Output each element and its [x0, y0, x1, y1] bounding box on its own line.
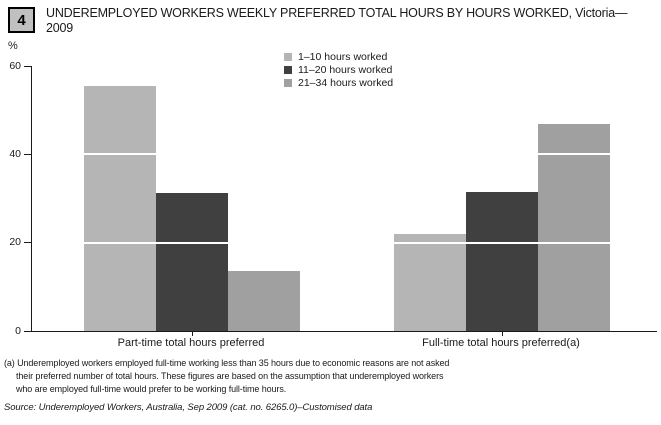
legend-swatch — [284, 65, 292, 74]
legend-label: 1–10 hours worked — [298, 50, 388, 63]
legend-swatch — [284, 78, 292, 87]
footnote-line: their preferred number of total hours. T… — [16, 371, 444, 381]
figure-number-badge: 4 — [8, 7, 35, 33]
bar-group1-series3 — [228, 270, 300, 331]
y-tick — [24, 65, 31, 67]
plot-area: 0 20 40 60 — [9, 60, 655, 337]
legend-item: 1–10 hours worked — [284, 50, 393, 63]
bar-group1-series1 — [84, 85, 156, 331]
figure-number: 4 — [17, 11, 26, 29]
category-label-part-time: Part-time total hours preferred — [117, 337, 265, 349]
gridline-20 — [32, 241, 655, 244]
footnote-line: who are employed full-time would prefer … — [16, 384, 287, 394]
chart-title-line2: 2009 — [46, 21, 74, 35]
x-tick — [191, 331, 193, 336]
chart-title: UNDEREMPLOYED WORKERS WEEKLY PREFERRED T… — [46, 6, 654, 36]
y-tick — [24, 330, 31, 332]
bar-group1-series2 — [156, 192, 228, 331]
x-axis-line — [28, 331, 657, 332]
bar-group2-series3 — [538, 124, 610, 331]
legend-swatch — [284, 52, 292, 61]
legend: 1–10 hours worked 11–20 hours worked 21–… — [284, 50, 393, 89]
y-tick — [24, 153, 31, 155]
legend-label: 21–34 hours worked — [298, 76, 394, 89]
footnote-line: (a) Underemployed workers employed full-… — [4, 358, 450, 368]
y-tick-label: 20 — [9, 236, 21, 249]
category-label-full-time: Full-time total hours preferred(a) — [422, 337, 580, 349]
bar-group2-series2 — [466, 191, 538, 331]
x-tick — [501, 331, 503, 336]
y-tick-label: 40 — [9, 147, 21, 160]
chart-title-line1: UNDEREMPLOYED WORKERS WEEKLY PREFERRED T… — [46, 6, 628, 20]
bar-group2-series1 — [394, 234, 466, 331]
y-tick-label: 60 — [9, 59, 21, 72]
gridline-40 — [32, 153, 655, 156]
y-tick-label: 0 — [15, 324, 21, 337]
y-tick — [24, 242, 31, 244]
legend-label: 11–20 hours worked — [298, 63, 393, 76]
y-axis-unit-label: % — [8, 40, 18, 52]
source-note: Source: Underemployed Workers, Australia… — [4, 402, 373, 413]
legend-item: 11–20 hours worked — [284, 63, 393, 76]
legend-item: 21–34 hours worked — [284, 76, 393, 89]
